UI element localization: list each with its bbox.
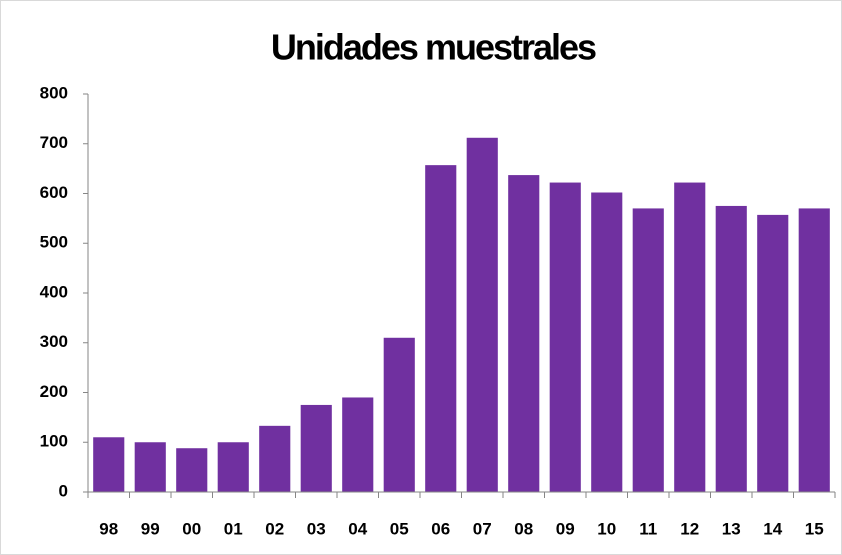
x-tick-label: 03: [307, 519, 326, 538]
x-tick-label: 11: [639, 519, 657, 538]
y-tick-label: 700: [40, 133, 68, 152]
y-tick-label: 0: [59, 481, 68, 500]
bar: [217, 442, 249, 492]
bar: [93, 437, 125, 492]
y-tick-label: 200: [40, 382, 68, 401]
y-tick-label: 100: [40, 432, 68, 451]
bar: [508, 175, 540, 492]
bar: [342, 397, 374, 492]
bar: [425, 165, 457, 492]
x-tick-label: 14: [763, 519, 782, 538]
x-tick-label: 09: [556, 519, 575, 538]
x-tick-label: 00: [182, 519, 201, 538]
x-tick-label: 01: [224, 519, 243, 538]
x-tick-label: 99: [141, 519, 160, 538]
x-tick-label: 12: [680, 519, 699, 538]
bar: [549, 182, 581, 492]
x-tick-label: 10: [597, 519, 616, 538]
x-tick-label: 98: [99, 519, 118, 538]
bar: [715, 205, 747, 492]
bar: [591, 192, 623, 492]
y-tick-label: 400: [40, 282, 68, 301]
y-tick-label: 300: [40, 332, 68, 351]
bar: [798, 208, 830, 493]
bar: [466, 137, 498, 492]
x-tick-label: 04: [348, 519, 367, 538]
x-tick-label: 05: [390, 519, 409, 538]
x-tick-label: 02: [265, 519, 284, 538]
bar: [674, 182, 706, 492]
y-tick-label: 800: [40, 83, 68, 102]
chart-title: Unidades muestrales: [271, 27, 596, 68]
bar: [757, 214, 789, 492]
x-tick-label: 15: [805, 519, 824, 538]
bar: [383, 337, 415, 492]
bar: [176, 448, 208, 492]
bar: [259, 425, 291, 492]
x-tick-label: 08: [514, 519, 533, 538]
x-tick-label: 07: [473, 519, 492, 538]
y-tick-label: 500: [40, 233, 68, 252]
bar: [632, 208, 664, 493]
x-tick-label: 13: [722, 519, 741, 538]
bar: [134, 442, 166, 492]
bar: [300, 404, 332, 492]
y-tick-label: 600: [40, 183, 68, 202]
x-tick-label: 06: [431, 519, 450, 538]
